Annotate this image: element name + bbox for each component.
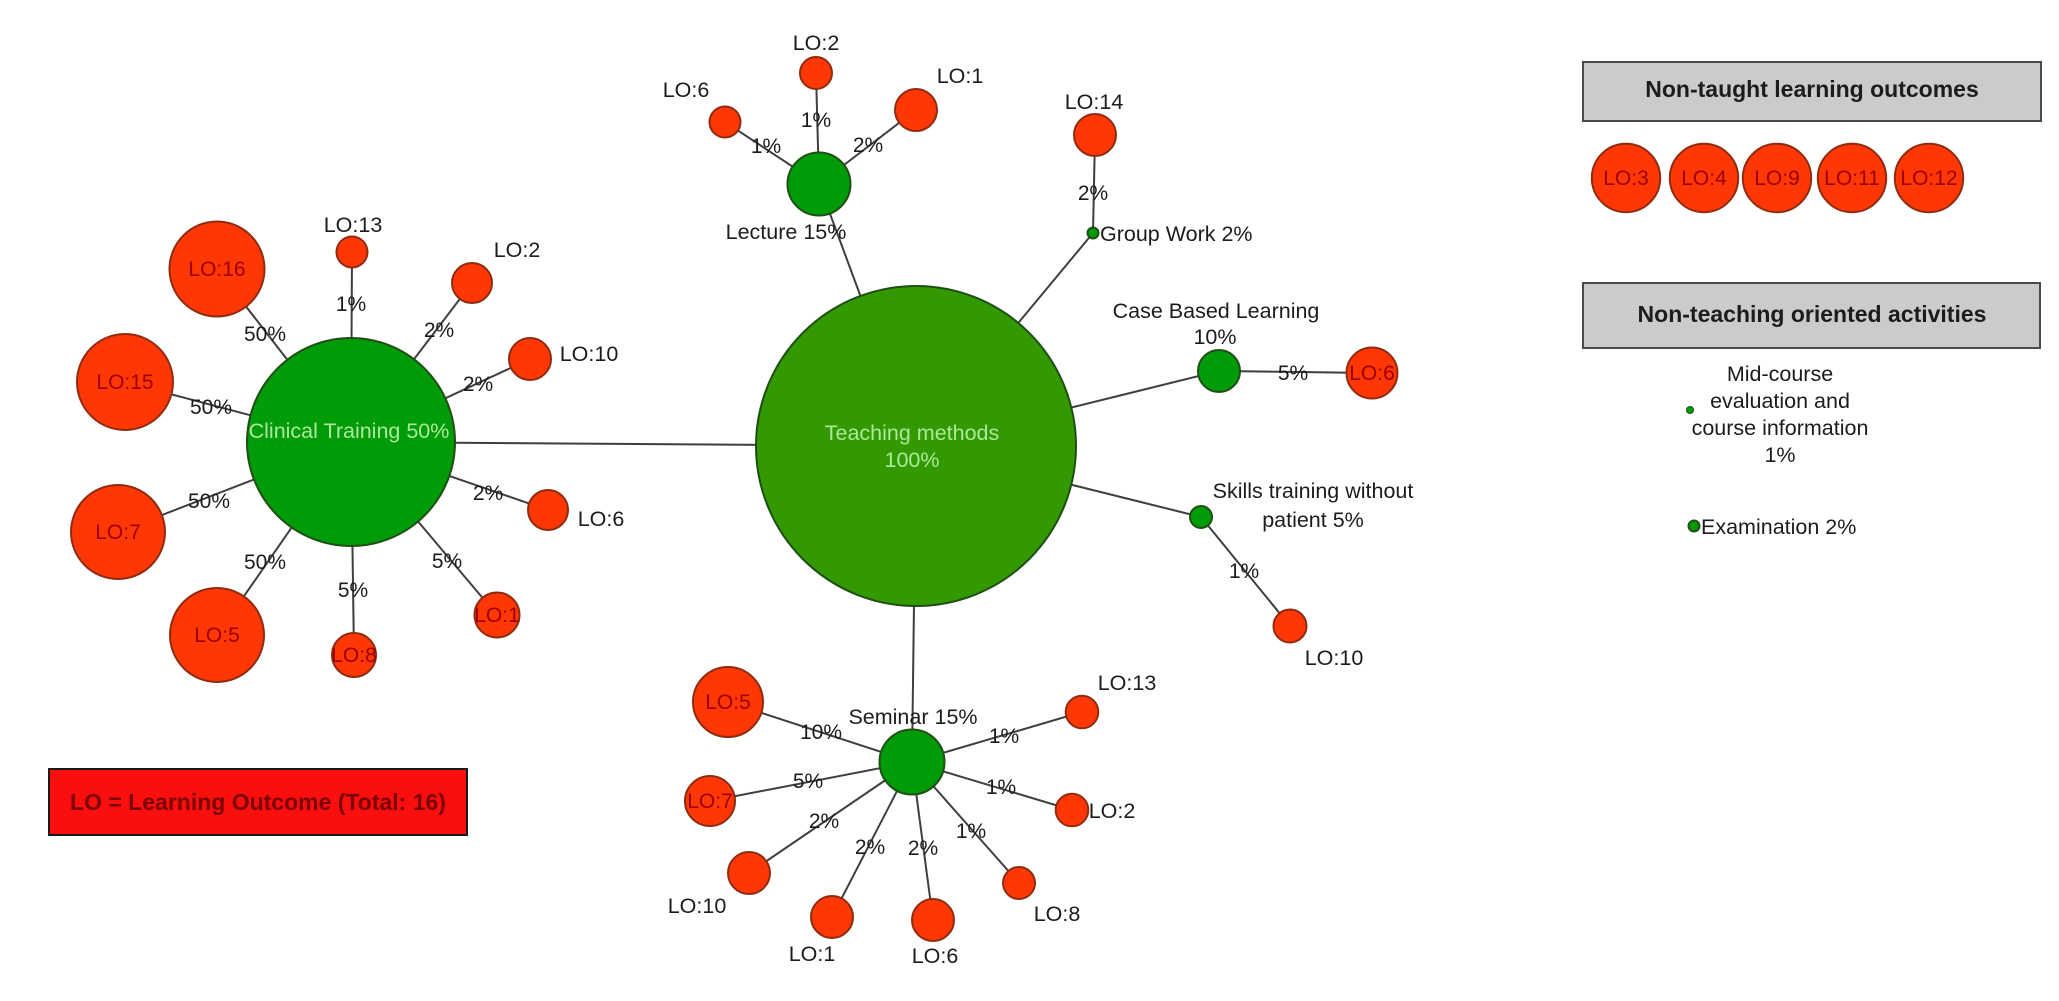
svg-text:5%: 5%: [338, 579, 368, 602]
svg-text:LO:1: LO:1: [474, 604, 520, 627]
svg-text:LO:6: LO:6: [578, 507, 625, 531]
svg-text:patient 5%: patient 5%: [1262, 508, 1364, 532]
svg-text:2%: 2%: [424, 319, 454, 342]
svg-text:2%: 2%: [473, 482, 503, 505]
svg-text:Lecture 15%: Lecture 15%: [726, 220, 847, 244]
svg-text:LO:9: LO:9: [1754, 167, 1800, 190]
svg-text:LO = Learning Outcome (Total:: LO = Learning Outcome (Total: 16): [70, 789, 446, 815]
svg-text:LO:2: LO:2: [793, 31, 840, 55]
svg-text:100%: 100%: [885, 448, 940, 472]
svg-text:1%: 1%: [751, 135, 781, 158]
svg-text:Clinical Training 50%: Clinical Training 50%: [249, 419, 450, 443]
svg-text:LO:1: LO:1: [937, 64, 984, 88]
svg-text:Teaching methods: Teaching methods: [825, 421, 1000, 445]
svg-text:Mid-course: Mid-course: [1727, 362, 1833, 386]
svg-text:LO:10: LO:10: [668, 894, 727, 918]
svg-text:course information: course information: [1692, 416, 1869, 440]
svg-text:2%: 2%: [908, 837, 938, 860]
svg-text:2%: 2%: [463, 373, 493, 396]
svg-text:50%: 50%: [244, 551, 286, 574]
svg-text:1%: 1%: [801, 109, 831, 132]
svg-text:Examination 2%: Examination 2%: [1701, 515, 1856, 539]
svg-text:LO:8: LO:8: [1034, 902, 1081, 926]
svg-text:LO:10: LO:10: [1305, 646, 1364, 670]
svg-text:2%: 2%: [855, 836, 885, 859]
svg-text:LO:7: LO:7: [687, 790, 733, 813]
svg-text:1%: 1%: [336, 293, 366, 316]
svg-text:LO:2: LO:2: [494, 238, 541, 262]
svg-text:Skills training without: Skills training without: [1213, 479, 1414, 503]
svg-text:LO:6: LO:6: [663, 78, 710, 102]
svg-text:LO:5: LO:5: [705, 691, 751, 714]
svg-text:LO:6: LO:6: [1349, 362, 1395, 385]
svg-text:50%: 50%: [190, 396, 232, 419]
svg-text:LO:13: LO:13: [1098, 671, 1157, 695]
svg-text:50%: 50%: [188, 490, 230, 513]
svg-text:10%: 10%: [1193, 325, 1236, 349]
svg-text:LO:13: LO:13: [324, 213, 383, 237]
svg-text:LO:6: LO:6: [912, 944, 959, 968]
svg-text:5%: 5%: [793, 770, 823, 793]
svg-text:5%: 5%: [1278, 362, 1308, 385]
svg-text:Seminar 15%: Seminar 15%: [848, 705, 977, 729]
svg-text:evaluation and: evaluation and: [1710, 389, 1850, 413]
svg-text:2%: 2%: [853, 134, 883, 157]
svg-text:5%: 5%: [432, 550, 462, 573]
svg-text:1%: 1%: [1229, 560, 1259, 583]
svg-text:50%: 50%: [244, 323, 286, 346]
svg-text:Non-taught learning outcomes: Non-taught learning outcomes: [1645, 76, 1979, 102]
svg-text:LO:12: LO:12: [1900, 167, 1957, 190]
svg-text:10%: 10%: [800, 721, 842, 744]
svg-text:1%: 1%: [956, 820, 986, 843]
svg-text:LO:3: LO:3: [1603, 167, 1649, 190]
svg-text:LO:10: LO:10: [560, 342, 619, 366]
svg-text:LO:15: LO:15: [96, 371, 153, 394]
svg-text:Group Work 2%: Group Work 2%: [1100, 222, 1253, 246]
svg-text:LO:4: LO:4: [1681, 167, 1727, 190]
svg-text:LO:8: LO:8: [331, 644, 377, 667]
svg-text:LO:1: LO:1: [789, 942, 836, 966]
svg-text:1%: 1%: [1764, 443, 1795, 467]
svg-text:Non-teaching oriented activiti: Non-teaching oriented activities: [1638, 301, 1987, 327]
svg-text:1%: 1%: [986, 776, 1016, 799]
svg-text:LO:7: LO:7: [95, 521, 141, 544]
svg-text:LO:2: LO:2: [1089, 799, 1136, 823]
svg-text:1%: 1%: [989, 725, 1019, 748]
svg-text:2%: 2%: [809, 810, 839, 833]
svg-text:LO:14: LO:14: [1065, 90, 1124, 114]
svg-text:LO:11: LO:11: [1824, 167, 1880, 190]
svg-text:2%: 2%: [1078, 182, 1108, 205]
svg-text:Case Based Learning: Case Based Learning: [1113, 299, 1320, 323]
svg-text:LO:16: LO:16: [188, 258, 245, 281]
svg-text:LO:5: LO:5: [194, 624, 240, 647]
